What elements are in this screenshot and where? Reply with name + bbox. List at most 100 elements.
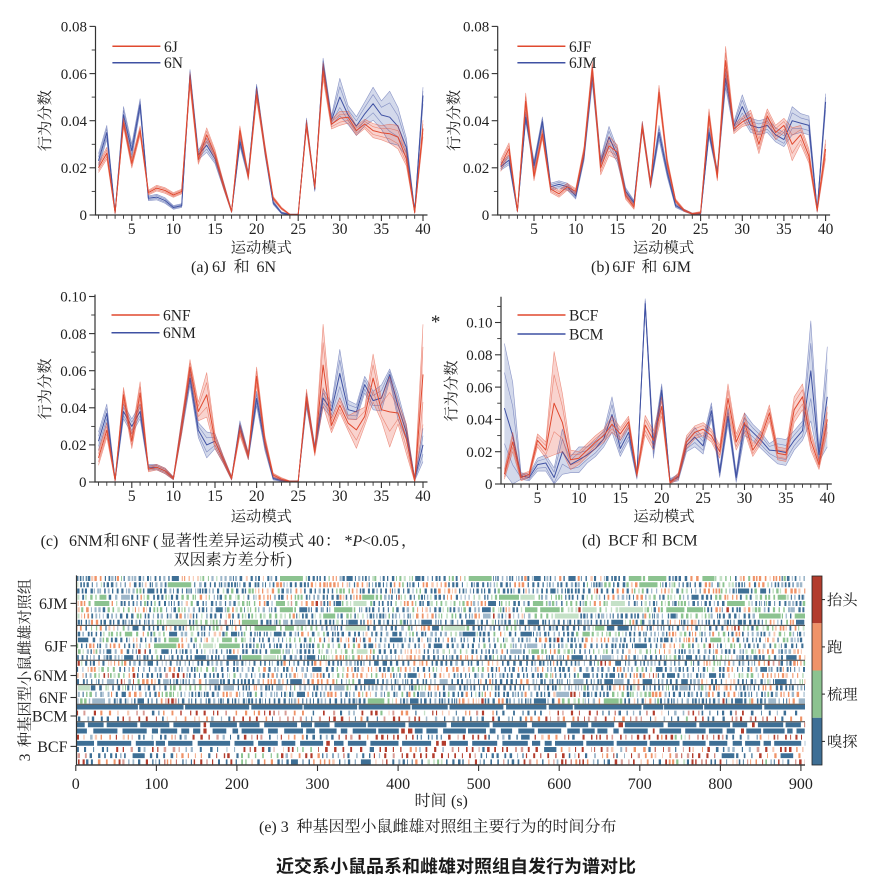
svg-text:(b): (b) bbox=[591, 259, 610, 276]
svg-text:(e) 3: (e) 3 bbox=[259, 819, 289, 836]
svg-text:35: 35 bbox=[374, 221, 390, 238]
svg-text:15: 15 bbox=[613, 490, 629, 507]
svg-text:0.08: 0.08 bbox=[60, 327, 86, 343]
svg-text:6N: 6N bbox=[164, 55, 183, 72]
svg-text:BCM: BCM bbox=[569, 327, 604, 344]
svg-text:35: 35 bbox=[778, 490, 794, 507]
svg-text:0.04: 0.04 bbox=[60, 401, 87, 417]
svg-text:30: 30 bbox=[332, 488, 348, 505]
svg-text:700: 700 bbox=[628, 776, 652, 793]
svg-text:10: 10 bbox=[568, 221, 584, 238]
svg-text:): ) bbox=[287, 552, 292, 569]
svg-text:6JF: 6JF bbox=[612, 259, 635, 276]
svg-text:0: 0 bbox=[482, 208, 490, 224]
svg-text:40: 40 bbox=[820, 490, 836, 507]
svg-text:5: 5 bbox=[128, 488, 136, 505]
svg-text:0.06: 0.06 bbox=[60, 364, 87, 380]
svg-text:0.04: 0.04 bbox=[463, 114, 490, 130]
svg-text:20: 20 bbox=[651, 221, 667, 238]
svg-text:6NM: 6NM bbox=[34, 668, 68, 685]
svg-text:25: 25 bbox=[290, 221, 306, 238]
svg-text:6J: 6J bbox=[164, 39, 178, 56]
svg-text:BCM: BCM bbox=[662, 533, 698, 550]
svg-text:*: * bbox=[345, 533, 353, 550]
svg-text:10: 10 bbox=[166, 488, 182, 505]
svg-text:BCF: BCF bbox=[37, 739, 67, 756]
svg-text:0.06: 0.06 bbox=[61, 67, 88, 83]
svg-text:(c): (c) bbox=[41, 533, 59, 550]
svg-text:25: 25 bbox=[695, 490, 711, 507]
svg-text:<0.05: <0.05 bbox=[362, 533, 399, 550]
svg-text:25: 25 bbox=[693, 221, 709, 238]
svg-text:600: 600 bbox=[547, 776, 571, 793]
svg-text:20: 20 bbox=[654, 490, 670, 507]
svg-text:6N: 6N bbox=[257, 259, 277, 276]
svg-text:20: 20 bbox=[249, 221, 265, 238]
svg-text:6NF: 6NF bbox=[122, 533, 151, 550]
svg-text:0.02: 0.02 bbox=[60, 438, 86, 454]
svg-text:15: 15 bbox=[207, 488, 223, 505]
svg-text:0.08: 0.08 bbox=[61, 20, 87, 36]
svg-text:40: 40 bbox=[308, 533, 324, 550]
svg-text:0.10: 0.10 bbox=[60, 290, 86, 306]
svg-text:0: 0 bbox=[72, 776, 80, 793]
svg-text:0.02: 0.02 bbox=[466, 445, 492, 461]
svg-text:400: 400 bbox=[386, 776, 410, 793]
svg-text:0.02: 0.02 bbox=[61, 161, 87, 177]
svg-text:6J: 6J bbox=[212, 259, 226, 276]
svg-text:6JM: 6JM bbox=[663, 259, 691, 276]
svg-text:6NF: 6NF bbox=[39, 690, 68, 707]
svg-text:5: 5 bbox=[534, 490, 542, 507]
svg-text:(d): (d) bbox=[582, 533, 601, 550]
svg-text:0.08: 0.08 bbox=[466, 348, 492, 364]
svg-text:0.06: 0.06 bbox=[463, 67, 490, 83]
svg-text:0.04: 0.04 bbox=[466, 413, 493, 429]
svg-text:40: 40 bbox=[415, 221, 431, 238]
svg-text:3: 3 bbox=[17, 753, 34, 761]
svg-text:500: 500 bbox=[467, 776, 491, 793]
svg-text:6JM: 6JM bbox=[39, 596, 67, 613]
svg-text:5: 5 bbox=[128, 221, 136, 238]
svg-text:6NF: 6NF bbox=[163, 308, 191, 325]
svg-text:BCM: BCM bbox=[32, 709, 68, 726]
svg-text:15: 15 bbox=[610, 221, 626, 238]
svg-text:15: 15 bbox=[207, 221, 223, 238]
svg-text:10: 10 bbox=[571, 490, 587, 507]
svg-text:5: 5 bbox=[530, 221, 538, 238]
svg-text:P: P bbox=[352, 533, 363, 550]
svg-text:6JF: 6JF bbox=[569, 39, 592, 56]
svg-text:100: 100 bbox=[144, 776, 168, 793]
svg-text:40: 40 bbox=[818, 221, 834, 238]
svg-text:6NM: 6NM bbox=[69, 533, 103, 550]
svg-text:6NM: 6NM bbox=[163, 325, 196, 342]
svg-text:30: 30 bbox=[735, 221, 751, 238]
svg-text:(s): (s) bbox=[451, 793, 468, 810]
svg-text:(a): (a) bbox=[191, 259, 209, 276]
svg-text:0.02: 0.02 bbox=[463, 161, 489, 177]
svg-text:200: 200 bbox=[225, 776, 249, 793]
svg-text:0.04: 0.04 bbox=[61, 114, 88, 130]
svg-text:35: 35 bbox=[776, 221, 792, 238]
svg-text:900: 900 bbox=[789, 776, 813, 793]
svg-text:0: 0 bbox=[79, 475, 87, 491]
svg-text:300: 300 bbox=[306, 776, 330, 793]
svg-text:0.10: 0.10 bbox=[466, 316, 492, 332]
svg-text:6JF: 6JF bbox=[44, 638, 67, 655]
svg-text:0.08: 0.08 bbox=[463, 20, 489, 36]
svg-text:40: 40 bbox=[415, 488, 431, 505]
svg-text:6JM: 6JM bbox=[569, 55, 597, 72]
svg-text:(: ( bbox=[153, 533, 158, 550]
svg-text:*: * bbox=[431, 312, 441, 333]
svg-text:0: 0 bbox=[80, 208, 88, 224]
svg-text:BCF: BCF bbox=[608, 533, 638, 550]
svg-text:0: 0 bbox=[485, 477, 493, 493]
svg-text:0.06: 0.06 bbox=[466, 380, 493, 396]
svg-text:30: 30 bbox=[737, 490, 753, 507]
svg-text:25: 25 bbox=[290, 488, 306, 505]
svg-text:10: 10 bbox=[166, 221, 182, 238]
svg-text:20: 20 bbox=[249, 488, 265, 505]
svg-text:30: 30 bbox=[332, 221, 348, 238]
svg-text:35: 35 bbox=[374, 488, 390, 505]
svg-text:BCF: BCF bbox=[569, 308, 599, 325]
svg-text:800: 800 bbox=[708, 776, 732, 793]
